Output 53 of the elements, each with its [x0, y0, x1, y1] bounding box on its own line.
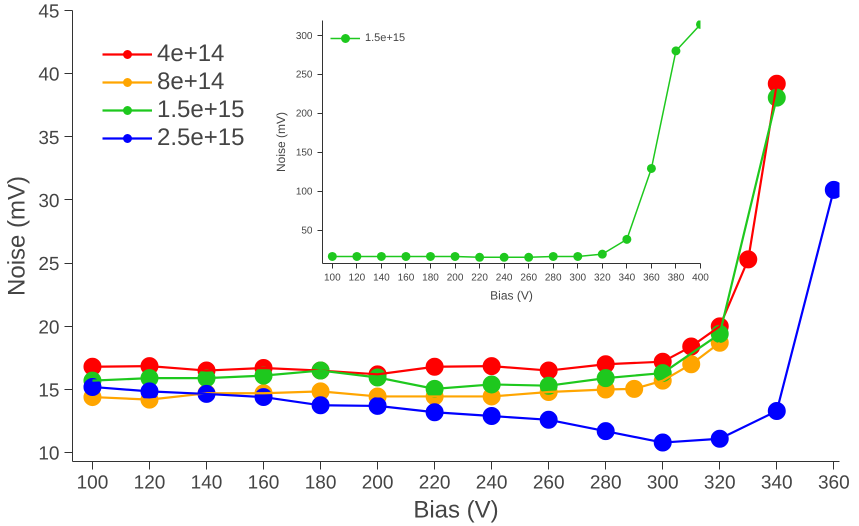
x-tick-label: 260 — [520, 272, 538, 284]
x-tick-label: 200 — [446, 272, 464, 284]
y-tick-label: 40 — [38, 64, 60, 86]
legend-label: 4e+14 — [157, 40, 224, 68]
x-tick-label: 340 — [618, 272, 636, 284]
y-tick-label: 200 — [296, 108, 313, 120]
y-tick-label: 30 — [38, 190, 60, 212]
x-tick-label: 320 — [704, 472, 736, 494]
x-tick-label: 140 — [190, 472, 222, 494]
x-tick-label: 160 — [248, 472, 280, 494]
y-tick-label: 10 — [38, 444, 60, 465]
x-tick-label: 400 — [692, 272, 710, 284]
x-tick-label: 100 — [324, 272, 342, 284]
x-tick-label: 300 — [646, 472, 679, 494]
legend-label: 1.5e+15 — [157, 96, 244, 124]
x-tick-label: 220 — [418, 472, 450, 494]
x-axis-title: Bias (V) — [413, 496, 499, 524]
y-tick-label: 25 — [38, 254, 60, 276]
x-tick-label: 120 — [134, 472, 166, 494]
x-tick-label: 180 — [304, 472, 336, 494]
x-tick-label: 200 — [362, 472, 394, 494]
x-tick-label: 360 — [818, 472, 850, 494]
y-axis-title: Noise (mV) — [274, 112, 288, 172]
x-tick-label: 220 — [471, 272, 488, 284]
y-tick-label: 150 — [296, 148, 313, 159]
x-axis-title: Bias (V) — [490, 288, 533, 302]
x-tick-label: 160 — [398, 272, 415, 284]
x-tick-label: 240 — [476, 472, 508, 494]
y-axis-title: Noise (mV) — [3, 176, 30, 296]
y-tick-label: 100 — [296, 186, 313, 198]
y-tick-label: 20 — [38, 317, 60, 338]
legend-label: 1.5e+15 — [365, 32, 406, 44]
y-tick-label: 15 — [38, 380, 60, 402]
y-tick-label: 300 — [296, 30, 313, 42]
x-tick-label: 280 — [544, 272, 562, 284]
x-tick-label: 140 — [373, 272, 390, 284]
y-tick-label: 250 — [296, 70, 313, 81]
legend-label: 2.5e+15 — [157, 124, 244, 152]
x-tick-label: 240 — [496, 272, 513, 284]
legend-label: 8e+14 — [157, 68, 224, 96]
x-tick-label: 180 — [422, 272, 440, 284]
x-tick-label: 280 — [590, 472, 622, 494]
x-tick-label: 120 — [348, 272, 366, 284]
x-tick-label: 260 — [532, 472, 565, 494]
x-tick-label: 100 — [76, 472, 108, 494]
x-tick-label: 380 — [668, 272, 685, 284]
x-tick-label: 320 — [594, 272, 612, 284]
y-tick-label: 35 — [38, 128, 60, 149]
x-tick-label: 340 — [760, 472, 793, 494]
y-tick-label: 50 — [301, 226, 313, 237]
x-tick-label: 360 — [643, 272, 660, 284]
x-tick-label: 300 — [569, 272, 587, 284]
y-tick-label: 45 — [38, 2, 60, 22]
